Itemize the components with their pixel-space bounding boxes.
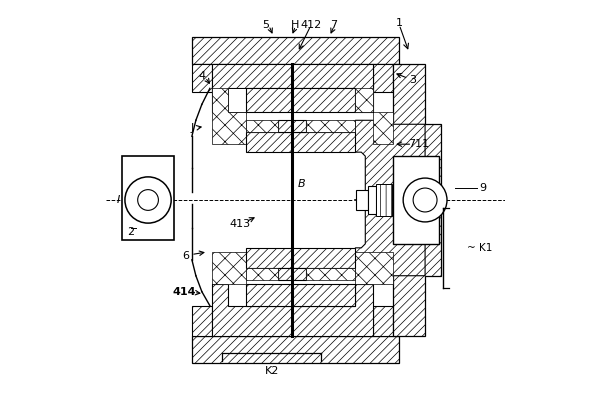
Text: 1: 1 [396, 18, 403, 28]
Text: 5: 5 [262, 20, 269, 30]
Polygon shape [212, 284, 373, 336]
Bar [368, 186, 376, 214]
Polygon shape [192, 64, 212, 92]
Text: 7: 7 [330, 20, 337, 30]
Text: 413: 413 [229, 219, 251, 229]
Polygon shape [212, 252, 246, 306]
Text: B: B [298, 179, 306, 189]
Circle shape [137, 190, 158, 210]
Polygon shape [212, 88, 246, 144]
Bar [192, 36, 399, 64]
Circle shape [403, 178, 447, 222]
Polygon shape [246, 88, 356, 112]
Polygon shape [246, 284, 356, 306]
Text: 9: 9 [479, 183, 486, 193]
Bar [192, 336, 399, 364]
Bar [122, 156, 174, 240]
Polygon shape [356, 252, 393, 306]
Polygon shape [373, 306, 393, 336]
Polygon shape [246, 132, 356, 152]
Polygon shape [393, 64, 441, 336]
Bar [356, 190, 368, 210]
Text: H: H [291, 20, 300, 30]
Text: 3: 3 [409, 76, 417, 86]
Text: 4: 4 [199, 72, 205, 82]
Polygon shape [356, 120, 425, 280]
Circle shape [413, 188, 437, 212]
Polygon shape [246, 268, 277, 280]
Polygon shape [192, 306, 212, 336]
Text: K2: K2 [265, 366, 279, 376]
Circle shape [125, 177, 171, 223]
Polygon shape [373, 64, 393, 92]
Polygon shape [277, 268, 306, 280]
Polygon shape [212, 64, 373, 112]
Polygon shape [246, 120, 277, 132]
Polygon shape [306, 120, 356, 132]
Polygon shape [356, 88, 393, 144]
Polygon shape [246, 248, 356, 268]
Text: ~ K1: ~ K1 [467, 243, 492, 253]
Polygon shape [306, 268, 356, 280]
Text: 711: 711 [409, 139, 430, 149]
Bar [376, 184, 392, 216]
Polygon shape [277, 120, 306, 132]
Text: 6: 6 [183, 251, 189, 261]
Text: 412: 412 [301, 20, 322, 30]
Text: J: J [190, 123, 194, 133]
Text: 2: 2 [127, 227, 134, 237]
Bar [393, 156, 439, 244]
Text: I: I [117, 195, 120, 205]
Text: 414: 414 [172, 287, 196, 297]
Polygon shape [228, 88, 246, 112]
